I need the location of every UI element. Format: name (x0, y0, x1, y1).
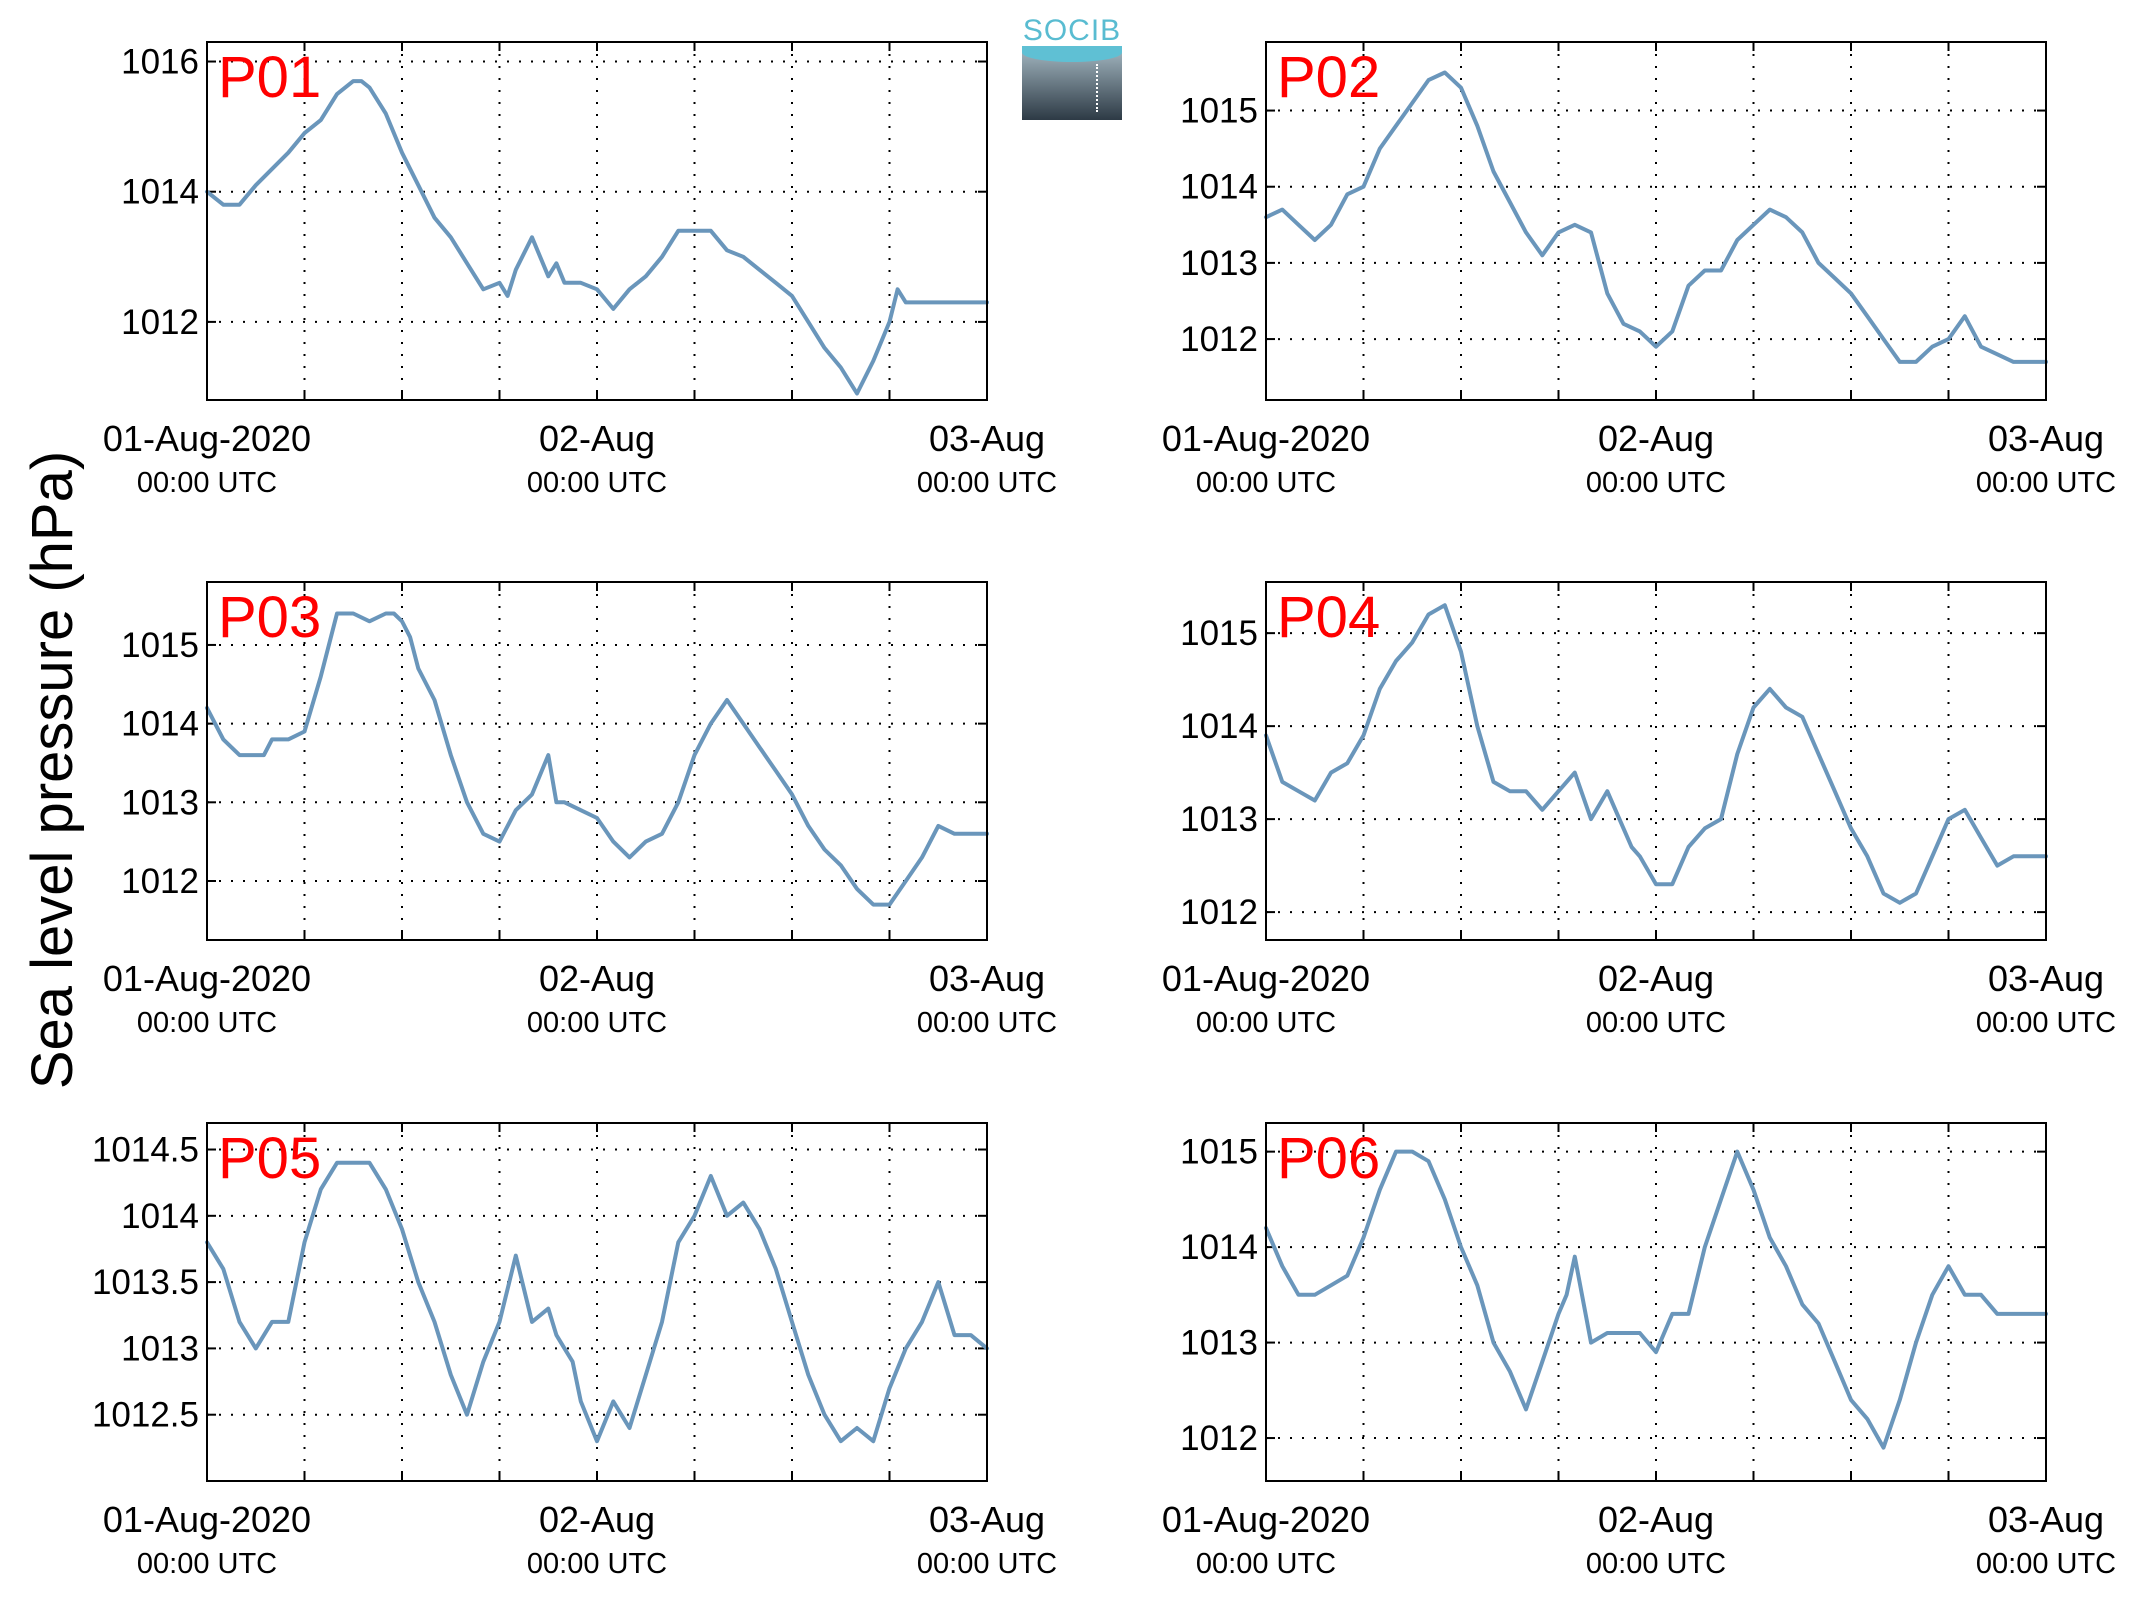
x-tick-label-date: 03-Aug (1988, 958, 2104, 999)
y-tick-label: 1015 (121, 626, 199, 665)
y-tick-label: 1013.5 (92, 1263, 199, 1302)
x-tick-label-date: 03-Aug (1988, 1499, 2104, 1540)
x-tick-label-time: 00:00 UTC (1586, 467, 1726, 499)
y-tick-label: 1014.5 (92, 1131, 199, 1170)
x-tick-label-date: 01-Aug-2020 (103, 958, 311, 999)
x-tick-label-date: 02-Aug (1598, 418, 1714, 459)
panel-p06: 1012 1013 1014 1015 P06 01-Aug-2020 00:00 UTC 0… (1162, 1122, 2116, 1580)
x-tick-label-time: 00:00 UTC (1586, 1007, 1726, 1039)
x-tick-label-date: 03-Aug (1988, 418, 2104, 459)
y-tick-label: 1012.5 (92, 1396, 199, 1435)
y-tick-label: 1016 (121, 43, 199, 82)
x-tick-label-date: 02-Aug (539, 958, 655, 999)
x-tick-label-time: 00:00 UTC (1976, 1007, 2116, 1039)
axes-frame (1265, 581, 2047, 941)
y-tick-label: 1015 (1180, 1133, 1258, 1172)
series-line (205, 611, 989, 907)
logo-box (1022, 52, 1122, 120)
y-tick-label: 1015 (1180, 614, 1258, 653)
x-tick-label-date: 01-Aug-2020 (103, 1499, 311, 1540)
y-tick-label: 1015 (1180, 92, 1258, 131)
y-tick-label: 1012 (121, 303, 199, 342)
x-tick-label-time: 00:00 UTC (527, 1007, 667, 1039)
y-tick-label: 1014 (1180, 1228, 1258, 1267)
y-tick-label: 1014 (1180, 707, 1258, 746)
series-line (1264, 1149, 2048, 1450)
panel-p01: 1012 1014 1016 P01 01-Aug-2020 00:00 UTC 02-Au… (103, 41, 1057, 499)
series-line (1264, 70, 2048, 364)
x-tick-label-time: 00:00 UTC (527, 467, 667, 499)
panel-label: P02 (1277, 45, 1380, 110)
x-tick-label-date: 02-Aug (1598, 1499, 1714, 1540)
x-tick-label-date: 02-Aug (539, 1499, 655, 1540)
y-tick-label: 1012 (1180, 893, 1258, 932)
x-tick-label-time: 00:00 UTC (527, 1548, 667, 1580)
x-tick-label-time: 00:00 UTC (1586, 1548, 1726, 1580)
x-tick-label-time: 00:00 UTC (137, 1007, 277, 1039)
x-tick-label-date: 03-Aug (929, 958, 1045, 999)
logo-text: SOCIB (1022, 14, 1122, 47)
x-tick-label-time: 00:00 UTC (137, 1548, 277, 1580)
panel-label: P01 (218, 45, 321, 110)
panel-p04: 1012 1013 1014 1015 P04 01-Aug-2020 00:00 UTC 0… (1162, 581, 2116, 1039)
y-axis-label: Sea level pressure (hPa) (20, 451, 85, 1089)
axes-frame (206, 41, 988, 401)
panel-label: P05 (218, 1126, 321, 1191)
x-tick-label-time: 00:00 UTC (917, 1548, 1057, 1580)
y-tick-label: 1013 (1180, 800, 1258, 839)
axes-frame (206, 1122, 988, 1482)
y-tick-label: 1013 (121, 1329, 199, 1368)
panel-p02: 1012 1013 1014 1015 P02 01-Aug-2020 00:00 UTC 0… (1162, 41, 2116, 499)
x-tick-label-time: 00:00 UTC (1976, 1548, 2116, 1580)
series-line (205, 79, 989, 396)
y-tick-label: 1014 (121, 705, 199, 744)
socib-logo: SOCIB (1022, 14, 1122, 120)
x-tick-label-time: 00:00 UTC (1976, 467, 2116, 499)
x-tick-label-time: 00:00 UTC (917, 467, 1057, 499)
x-tick-label-time: 00:00 UTC (1196, 467, 1336, 499)
panel-p05: 1012.5 1013 1013.5 1014 1014.5 P05 01-Aug-2020… (92, 1122, 1057, 1580)
x-tick-label-date: 02-Aug (1598, 958, 1714, 999)
x-tick-label-date: 01-Aug-2020 (1162, 1499, 1370, 1540)
logo-wave (1022, 46, 1122, 62)
y-tick-label: 1014 (121, 1197, 199, 1236)
y-tick-label: 1013 (121, 783, 199, 822)
y-tick-label: 1014 (1180, 168, 1258, 207)
y-tick-label: 1012 (1180, 1419, 1258, 1458)
axes-frame (1265, 1122, 2047, 1482)
axes-frame (206, 581, 988, 941)
x-tick-label-date: 01-Aug-2020 (1162, 958, 1370, 999)
series-line (1264, 603, 2048, 905)
x-tick-label-time: 00:00 UTC (917, 1007, 1057, 1039)
y-tick-label: 1013 (1180, 1324, 1258, 1363)
panel-label: P06 (1277, 1126, 1380, 1191)
axes-frame (1265, 41, 2047, 401)
panel-label: P04 (1277, 585, 1380, 650)
panel-label: P03 (218, 585, 321, 650)
y-tick-label: 1014 (121, 173, 199, 212)
logo-dash (1096, 64, 1098, 112)
y-tick-label: 1012 (1180, 320, 1258, 359)
series-line (205, 1160, 989, 1444)
x-tick-label-date: 01-Aug-2020 (1162, 418, 1370, 459)
x-tick-label-date: 02-Aug (539, 418, 655, 459)
x-tick-label-time: 00:00 UTC (137, 467, 277, 499)
y-tick-label: 1013 (1180, 244, 1258, 283)
y-tick-label: 1012 (121, 862, 199, 901)
x-tick-label-time: 00:00 UTC (1196, 1548, 1336, 1580)
x-tick-label-date: 03-Aug (929, 418, 1045, 459)
x-tick-label-time: 00:00 UTC (1196, 1007, 1336, 1039)
x-tick-label-date: 03-Aug (929, 1499, 1045, 1540)
panel-p03: 1012 1013 1014 1015 P03 01-Aug-2020 00:00 UTC 0… (103, 581, 1057, 1039)
x-tick-label-date: 01-Aug-2020 (103, 418, 311, 459)
